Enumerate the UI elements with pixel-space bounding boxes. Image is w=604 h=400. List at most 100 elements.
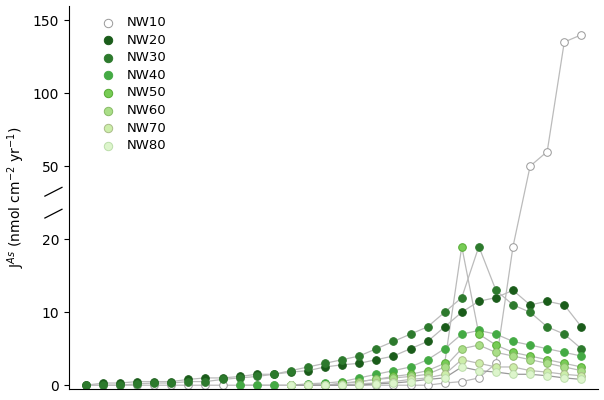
NW50 — [388, 373, 398, 380]
NW70 — [508, 364, 518, 370]
NW30 — [371, 346, 381, 352]
NW10 — [81, 382, 91, 388]
NW30 — [559, 331, 569, 337]
NW20 — [252, 371, 262, 378]
Legend: NW10, NW20, NW30, NW40, NW50, NW60, NW70, NW80: NW10, NW20, NW30, NW40, NW50, NW60, NW70… — [97, 16, 167, 152]
NW20 — [525, 302, 535, 308]
NW50 — [286, 382, 296, 388]
NW10 — [149, 382, 159, 388]
NW40 — [320, 380, 330, 386]
NW10 — [371, 382, 381, 388]
NW10 — [457, 378, 467, 385]
NW30 — [303, 364, 313, 370]
NW20 — [149, 378, 159, 385]
NW20 — [217, 375, 227, 381]
NW80 — [338, 382, 347, 388]
NW10 — [252, 382, 262, 388]
NW80 — [491, 369, 501, 375]
NW50 — [525, 353, 535, 359]
NW20 — [388, 353, 398, 359]
NW30 — [338, 356, 347, 363]
NW10 — [388, 382, 398, 388]
NW60 — [491, 349, 501, 356]
NW80 — [303, 382, 313, 388]
NW30 — [577, 346, 586, 352]
NW50 — [371, 376, 381, 382]
NW20 — [542, 298, 552, 304]
NW60 — [338, 380, 347, 387]
NW50 — [406, 371, 416, 378]
NW10 — [98, 382, 108, 388]
NW50 — [423, 368, 432, 374]
NW80 — [577, 376, 586, 382]
NW40 — [542, 346, 552, 352]
NW10 — [406, 382, 416, 388]
NW20 — [132, 378, 142, 385]
NW30 — [149, 380, 159, 386]
NW40 — [474, 327, 484, 334]
NW30 — [542, 324, 552, 330]
NW60 — [542, 360, 552, 366]
NW80 — [508, 371, 518, 378]
NW80 — [355, 382, 364, 388]
NW10 — [525, 163, 535, 169]
NW50 — [303, 382, 313, 388]
NW10 — [201, 382, 210, 388]
NW20 — [423, 338, 432, 345]
NW70 — [542, 369, 552, 375]
NW20 — [457, 309, 467, 316]
NW50 — [474, 331, 484, 337]
NW40 — [440, 346, 449, 352]
NW10 — [577, 32, 586, 38]
NW40 — [235, 382, 245, 388]
NW20 — [235, 373, 245, 380]
NW10 — [303, 382, 313, 388]
Bar — [38, 184, 62, 221]
NW70 — [303, 382, 313, 388]
NW80 — [474, 368, 484, 374]
NW10 — [508, 243, 518, 250]
NW70 — [371, 380, 381, 386]
NW10 — [423, 382, 432, 388]
NW70 — [286, 382, 296, 388]
NW30 — [388, 338, 398, 345]
NW20 — [81, 382, 91, 388]
NW10 — [184, 382, 193, 388]
NW60 — [388, 375, 398, 381]
NW60 — [577, 368, 586, 374]
NW30 — [286, 368, 296, 374]
NW80 — [440, 375, 449, 381]
NW70 — [474, 360, 484, 366]
NW80 — [388, 380, 398, 386]
NW80 — [371, 380, 381, 387]
NW60 — [508, 353, 518, 359]
NW50 — [542, 356, 552, 363]
NW60 — [559, 364, 569, 370]
NW80 — [525, 371, 535, 378]
NW20 — [167, 378, 176, 385]
NW40 — [457, 331, 467, 337]
NW70 — [338, 382, 347, 388]
NW30 — [508, 302, 518, 308]
NW30 — [132, 380, 142, 387]
Y-axis label: J$^{As}$ (nmol cm$^{-2}$ yr$^{-1}$): J$^{As}$ (nmol cm$^{-2}$ yr$^{-1}$) — [5, 126, 27, 268]
NW60 — [457, 346, 467, 352]
NW60 — [440, 364, 449, 370]
NW30 — [81, 382, 91, 388]
NW20 — [201, 375, 210, 381]
NW10 — [115, 382, 125, 388]
NW30 — [115, 382, 125, 388]
NW30 — [355, 353, 364, 359]
NW20 — [371, 356, 381, 363]
NW30 — [98, 382, 108, 388]
NW70 — [388, 378, 398, 385]
NW20 — [286, 369, 296, 375]
NW30 — [184, 378, 193, 385]
NW20 — [577, 324, 586, 330]
NW10 — [217, 382, 227, 388]
NW60 — [355, 378, 364, 385]
NW60 — [423, 371, 432, 378]
NW10 — [167, 382, 176, 388]
NW20 — [474, 298, 484, 304]
NW10 — [286, 382, 296, 388]
